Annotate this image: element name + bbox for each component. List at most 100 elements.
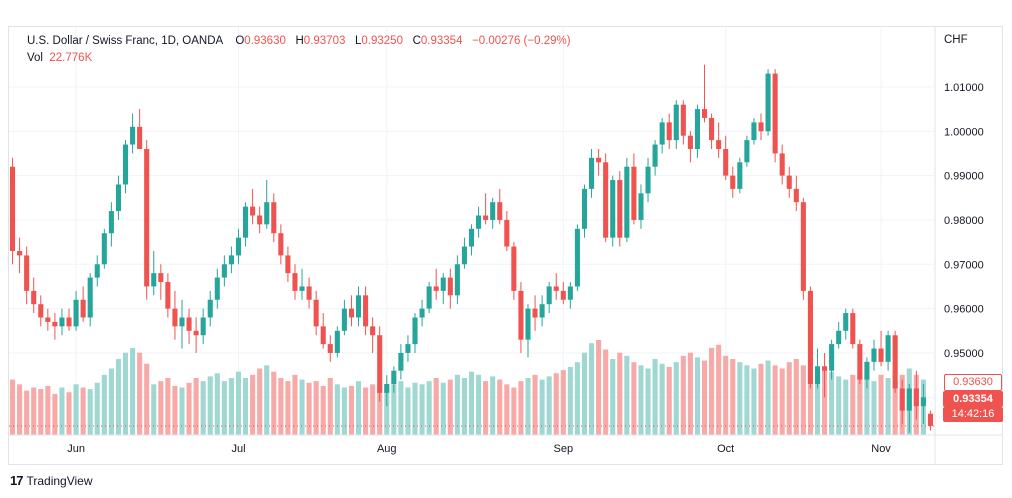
- candle[interactable]: [765, 69, 771, 136]
- candle[interactable]: [334, 326, 340, 358]
- symbol-title[interactable]: U.S. Dollar / Swiss Franc, 1D, OANDA: [27, 35, 223, 47]
- candle[interactable]: [737, 157, 743, 194]
- candle[interactable]: [377, 326, 383, 402]
- candle[interactable]: [490, 197, 496, 229]
- candle[interactable]: [920, 384, 926, 424]
- candle[interactable]: [433, 268, 439, 300]
- candle[interactable]: [553, 273, 559, 300]
- candle[interactable]: [320, 313, 326, 349]
- candle[interactable]: [567, 282, 573, 309]
- candle[interactable]: [130, 113, 136, 154]
- candle[interactable]: [800, 197, 806, 300]
- candle[interactable]: [122, 140, 129, 194]
- candle[interactable]: [348, 295, 355, 327]
- candle[interactable]: [483, 193, 489, 225]
- candle[interactable]: [355, 286, 362, 327]
- candle[interactable]: [793, 175, 799, 212]
- candle[interactable]: [751, 117, 757, 145]
- candle[interactable]: [228, 246, 234, 274]
- candle[interactable]: [899, 379, 905, 424]
- candle[interactable]: [631, 153, 637, 225]
- price-chart[interactable]: 0.940000.950000.960000.970000.980000.990…: [9, 27, 1002, 464]
- candle[interactable]: [518, 282, 524, 353]
- candle[interactable]: [214, 268, 220, 309]
- candle[interactable]: [730, 166, 736, 198]
- candle[interactable]: [80, 286, 86, 322]
- candle[interactable]: [9, 157, 16, 265]
- candle[interactable]: [525, 304, 531, 358]
- candle[interactable]: [617, 171, 623, 247]
- candle[interactable]: [66, 308, 72, 331]
- candle[interactable]: [115, 175, 121, 220]
- candle[interactable]: [588, 148, 595, 198]
- candle[interactable]: [532, 295, 538, 331]
- candle[interactable]: [638, 184, 644, 229]
- candles[interactable]: [9, 64, 934, 433]
- candle[interactable]: [426, 282, 432, 314]
- candle[interactable]: [596, 148, 602, 176]
- candle[interactable]: [398, 344, 404, 380]
- candle[interactable]: [864, 357, 870, 389]
- candle[interactable]: [836, 321, 842, 349]
- candle[interactable]: [179, 299, 185, 349]
- candle[interactable]: [878, 330, 884, 367]
- candle[interactable]: [857, 339, 863, 385]
- candle[interactable]: [497, 188, 503, 225]
- candle[interactable]: [913, 370, 919, 420]
- candle[interactable]: [45, 308, 51, 331]
- candle[interactable]: [822, 352, 828, 398]
- candle[interactable]: [786, 166, 792, 198]
- candle[interactable]: [52, 313, 58, 340]
- tradingview-logo-icon[interactable]: 17: [10, 473, 24, 488]
- candle[interactable]: [405, 335, 411, 362]
- candle[interactable]: [87, 273, 93, 327]
- candle[interactable]: [313, 290, 319, 336]
- candle[interactable]: [165, 273, 171, 318]
- candle[interactable]: [829, 339, 835, 380]
- candle[interactable]: [341, 299, 347, 336]
- candle[interactable]: [271, 193, 277, 243]
- candle[interactable]: [299, 268, 305, 300]
- candle[interactable]: [370, 317, 376, 353]
- candle[interactable]: [292, 264, 298, 300]
- candle[interactable]: [108, 202, 114, 247]
- candle[interactable]: [546, 282, 552, 314]
- candle[interactable]: [440, 273, 446, 305]
- candle[interactable]: [250, 188, 256, 225]
- candle[interactable]: [892, 330, 898, 393]
- candle[interactable]: [412, 313, 418, 353]
- candle[interactable]: [624, 157, 630, 243]
- candle[interactable]: [758, 113, 764, 141]
- candle[interactable]: [581, 184, 588, 238]
- candle[interactable]: [158, 264, 164, 300]
- candle[interactable]: [680, 100, 686, 145]
- candle[interactable]: [772, 69, 778, 163]
- candle[interactable]: [264, 180, 270, 229]
- candle[interactable]: [24, 246, 30, 305]
- candle[interactable]: [391, 366, 397, 393]
- candle[interactable]: [659, 117, 665, 154]
- candle[interactable]: [419, 299, 425, 327]
- brand-name[interactable]: TradingView: [26, 473, 93, 488]
- candle[interactable]: [278, 224, 284, 265]
- candle[interactable]: [723, 135, 729, 181]
- candle[interactable]: [94, 255, 100, 287]
- candle[interactable]: [461, 237, 467, 269]
- candle[interactable]: [779, 144, 785, 185]
- candle[interactable]: [603, 153, 609, 243]
- candle[interactable]: [243, 202, 249, 247]
- candle[interactable]: [144, 140, 150, 300]
- candle[interactable]: [38, 295, 44, 327]
- candle[interactable]: [574, 224, 580, 291]
- candle[interactable]: [716, 122, 722, 158]
- candle[interactable]: [101, 228, 107, 269]
- candle[interactable]: [327, 335, 333, 362]
- candle[interactable]: [871, 339, 877, 371]
- candle[interactable]: [151, 250, 157, 296]
- candle[interactable]: [687, 131, 693, 163]
- candle[interactable]: [363, 286, 369, 336]
- candle[interactable]: [843, 308, 849, 340]
- candle[interactable]: [306, 277, 312, 309]
- candle[interactable]: [468, 224, 475, 256]
- candle[interactable]: [885, 330, 891, 371]
